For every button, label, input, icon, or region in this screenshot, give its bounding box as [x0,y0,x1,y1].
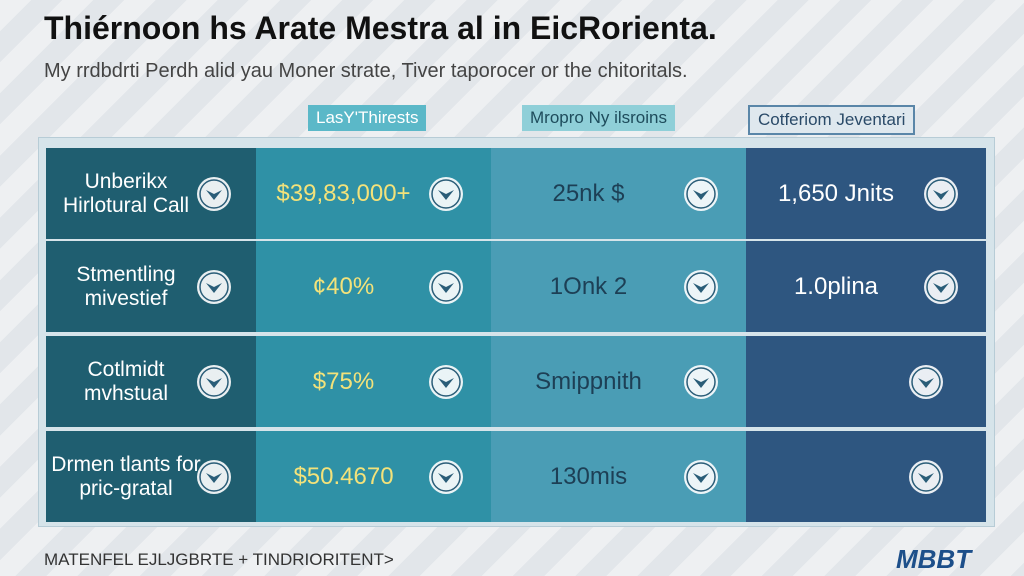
icon [197,364,231,399]
cell-value: $50.4670 [293,462,394,490]
icon [429,459,463,494]
subtitle: My rrdbdrti Perdh alid yau Moner strate,… [44,60,688,82]
cell-bg [746,336,986,427]
icon [684,269,718,304]
cell-value: 1,650 Jnits [777,179,895,207]
row-label: Stmentling mivestief [76,262,176,310]
icon [429,364,463,399]
icon [924,269,958,304]
icon [924,176,958,211]
cell-bg [746,431,986,522]
icon [429,176,463,211]
icon [197,459,231,494]
cell-value: 130mis [549,462,628,490]
cell-value: ¢40% [312,272,375,300]
title: Thiérnoon hs Arate Mestra al in EicRorie… [44,10,717,46]
icon [684,364,718,399]
icon [684,176,718,211]
cell-value: $75% [312,367,375,395]
icon [909,459,943,494]
cell-value: $39,83,000+ [276,179,411,207]
table: Unberikx Hirlotural Call $39,83,000+ 25nk … [38,137,995,527]
icon [197,269,231,304]
column-header: LasY'Thirests [308,105,427,131]
cell-value: Smippnith [535,367,642,395]
logo: MBBT [896,544,972,574]
icon [197,176,231,211]
icon [909,364,943,399]
icon [429,269,463,304]
cell-value: 25nk $ [552,179,625,207]
row-label: Drmen tlants for pric-gratal [51,452,201,500]
cell-value: 1Onk 2 [549,272,628,300]
column-header: Mropro Ny ilsroins [522,105,675,131]
footer-text: MATENFEL EJLJGBRTE + TINDRIORITENT> [44,550,394,569]
row-label: Cotlmidt mvhstual [83,357,169,405]
cell-value: 1.0plina [793,272,879,300]
column-header: Cotferiom Jeventari [748,105,916,135]
row-label: Unberikx Hirlotural Call [62,169,190,217]
icon [684,459,718,494]
